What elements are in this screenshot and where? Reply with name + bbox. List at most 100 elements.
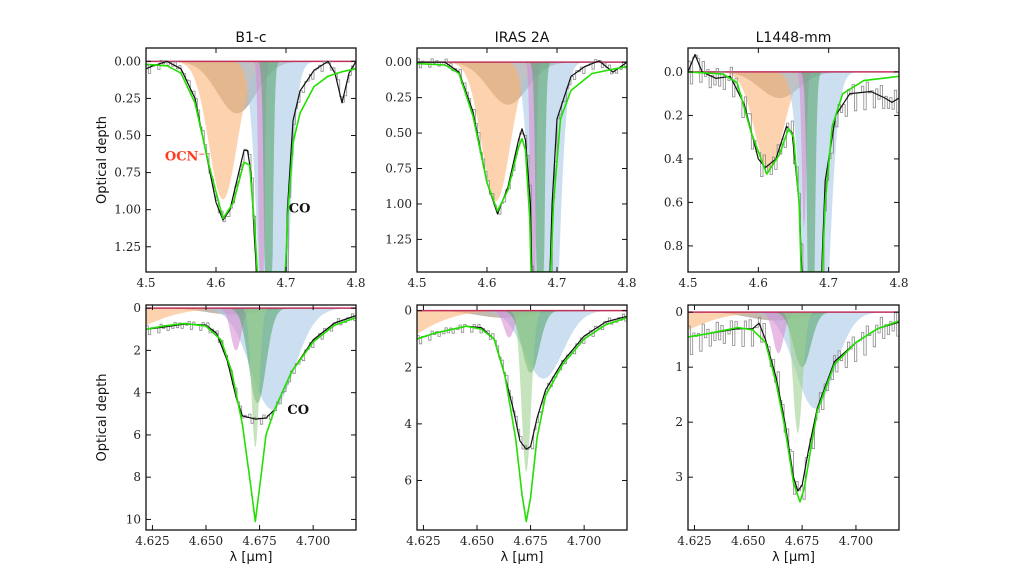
x-tick-label: 4.6	[206, 276, 225, 290]
component-green-narrow	[688, 312, 899, 434]
component-OCN-	[146, 308, 356, 326]
x-tick-label: 4.700	[567, 534, 601, 548]
component-CO-broad	[688, 71, 899, 272]
annotation-label: CO	[289, 202, 311, 217]
y-tick-label: 0.2	[664, 108, 683, 122]
x-tick-label: 4.8	[617, 276, 636, 290]
x-axis-label: λ [μm]	[772, 550, 815, 565]
y-tick-label: 8	[133, 470, 141, 484]
plot-area	[688, 311, 899, 503]
panel-title: B1-c	[235, 30, 266, 46]
plot-area	[146, 59, 356, 272]
x-tick-label: 4.5	[678, 276, 697, 290]
x-tick-label: 4.6	[749, 276, 768, 290]
model-line	[417, 62, 627, 272]
axes-frame	[416, 47, 628, 273]
y-tick-label: 1.25	[385, 232, 412, 246]
axes-frame	[687, 47, 900, 273]
y-tick-label: 3	[675, 470, 683, 484]
y-tick-label: 0	[133, 301, 141, 315]
x-tick-label: 4.5	[407, 276, 426, 290]
y-tick-label: 0.00	[385, 55, 412, 69]
y-tick-label: 6	[404, 473, 412, 487]
y-tick-label: 1.25	[114, 240, 141, 254]
model-line	[688, 71, 899, 272]
y-tick-label: 4	[133, 386, 141, 400]
plot-area	[146, 307, 356, 523]
component-CO-broad	[146, 61, 356, 272]
x-tick-label: 4.7	[547, 276, 566, 290]
y-tick-label: 0.6	[664, 195, 683, 209]
x-tick-label: 4.675	[513, 534, 547, 548]
y-tick-label: 6	[133, 428, 141, 442]
y-tick-label: 0.25	[114, 91, 141, 105]
x-tick-label: 4.700	[296, 534, 330, 548]
y-tick-label: 0.8	[664, 239, 683, 253]
annotation-label: OCN⁻	[165, 150, 205, 165]
model-line	[688, 320, 899, 503]
x-tick-label: 4.675	[785, 534, 819, 548]
y-tick-label: 1.00	[385, 197, 412, 211]
plot-area	[688, 53, 899, 272]
panel-1: 4.5 4.6 4.7 4.8 0.00 0.25 0.50 0.75 1.00 1.25 B1-c…	[95, 30, 366, 290]
model-line	[146, 63, 356, 272]
y-tick-label: 0.50	[114, 129, 141, 143]
x-tick-label: 4.8	[346, 276, 365, 290]
y-tick-label: 0.50	[385, 126, 412, 140]
axes-frame	[145, 304, 357, 531]
y-tick-label: 4	[404, 417, 412, 431]
y-axis-label: Optical depth	[95, 116, 110, 204]
x-tick-label: 4.625	[677, 534, 711, 548]
y-tick-label: 2	[675, 415, 683, 429]
axes-frame	[145, 47, 357, 273]
observed-line	[688, 53, 899, 272]
axes-frame	[687, 304, 900, 531]
component-green-narrow	[417, 310, 627, 472]
plot-area	[417, 58, 627, 272]
x-tick-label: 4.650	[189, 534, 223, 548]
y-tick-label: 0.4	[664, 152, 683, 166]
y-tick-label: 0	[404, 304, 412, 318]
panel-6: 4.625 4.650 4.675 4.700 0 1 2 3 λ [μm]	[675, 304, 900, 565]
x-tick-label: 4.8	[889, 276, 908, 290]
x-tick-label: 4.5	[136, 276, 155, 290]
component-OCN-	[417, 310, 627, 334]
panel-2: 4.5 4.6 4.7 4.8 0.00 0.25 0.50 0.75 1.00 1.25 IRAS…	[385, 30, 636, 290]
x-tick-label: 4.6	[477, 276, 496, 290]
component-OCN-	[688, 312, 899, 331]
y-tick-label: 0	[675, 305, 683, 319]
y-tick-label: 10	[126, 512, 141, 526]
x-tick-label: 4.650	[460, 534, 494, 548]
y-tick-label: 1.00	[114, 203, 141, 217]
panel-3: 4.5 4.6 4.7 4.8 0.0 0.2 0.4 0.6 0.8 L1448-mm	[664, 30, 909, 290]
model-line	[146, 316, 356, 523]
x-tick-label: 4.650	[731, 534, 765, 548]
axes-frame	[416, 304, 628, 531]
x-tick-label: 4.625	[406, 534, 440, 548]
panel-title: L1448-mm	[756, 30, 832, 46]
y-tick-label: 0.25	[385, 91, 412, 105]
y-tick-label: 2	[133, 343, 141, 357]
component-green-narrow	[146, 308, 356, 448]
observed-raw-line	[146, 313, 356, 425]
panel-title: IRAS 2A	[495, 30, 550, 46]
y-tick-label: 1	[675, 360, 683, 374]
x-axis-label: λ [μm]	[230, 550, 273, 565]
x-tick-label: 4.625	[135, 534, 169, 548]
y-tick-label: 0.00	[114, 54, 141, 68]
x-tick-label: 4.700	[839, 534, 873, 548]
x-axis-label: λ [μm]	[501, 550, 544, 565]
component-CO-broad	[417, 62, 627, 272]
observed-raw-line	[688, 54, 899, 272]
observed-raw-line	[688, 312, 899, 500]
y-tick-label: 2	[404, 360, 412, 374]
y-tick-label: 0.0	[664, 65, 683, 79]
panel-5: 4.625 4.650 4.675 4.700 0 2 4 6 λ [μm]	[404, 304, 628, 565]
x-tick-label: 4.7	[819, 276, 838, 290]
x-tick-label: 4.7	[276, 276, 295, 290]
observed-raw-line	[146, 59, 356, 272]
panel-4: 4.625 4.650 4.675 4.700 0 2 4 6 8 10 Optical depth…	[95, 301, 357, 565]
plot-area	[417, 309, 627, 523]
y-axis-label: Optical depth	[95, 374, 110, 462]
